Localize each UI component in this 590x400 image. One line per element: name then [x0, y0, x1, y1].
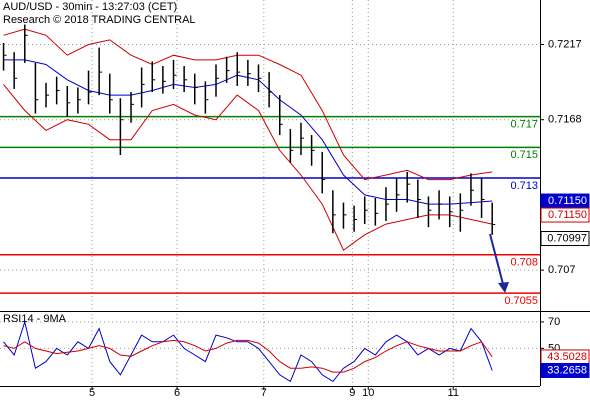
price-label-box	[540, 207, 590, 223]
level-label: 0.715	[510, 149, 538, 161]
band-lower	[3, 84, 493, 251]
x-tick-label: 11	[448, 387, 459, 399]
rsi-title: RSI14 - 9MA	[3, 313, 67, 325]
y-tick-label: 0.7168	[548, 114, 582, 126]
price-label-box	[540, 231, 590, 247]
forecast-arrowhead	[498, 282, 509, 293]
level-label: 0.717	[510, 119, 538, 131]
rsi-line	[3, 339, 493, 373]
level-label: 0.7055	[504, 295, 538, 307]
value-label-box	[540, 362, 590, 378]
value-label: 43.5028	[547, 351, 587, 363]
level-label: 0.708	[510, 257, 538, 269]
price-label: 0.70997	[547, 232, 587, 244]
forecast-arrow	[489, 233, 504, 285]
chart-title: AUD/USD - 30min - 13:27:03 (CET)	[3, 1, 177, 13]
y-tick-label: 0.707	[548, 264, 576, 276]
chart-subtitle: Research © 2018 TRADING CENTRAL	[3, 14, 196, 26]
x-tick-label: 9	[349, 387, 355, 399]
x-tick-label: 6	[174, 387, 180, 399]
value-label: 33.2658	[547, 364, 587, 376]
x-tick-label: 7	[261, 387, 267, 399]
level-label: 0.713	[510, 180, 538, 192]
price-label: 0.71150	[548, 195, 587, 207]
rsi-line	[3, 320, 493, 383]
x-tick-label: 5	[89, 387, 95, 399]
band-upper	[3, 28, 493, 181]
price-label: 0.71150	[548, 209, 587, 221]
y-tick-label: 0.7217	[548, 38, 582, 50]
x-tick-label: 10	[362, 387, 374, 399]
y-tick-label: 70	[548, 316, 560, 328]
